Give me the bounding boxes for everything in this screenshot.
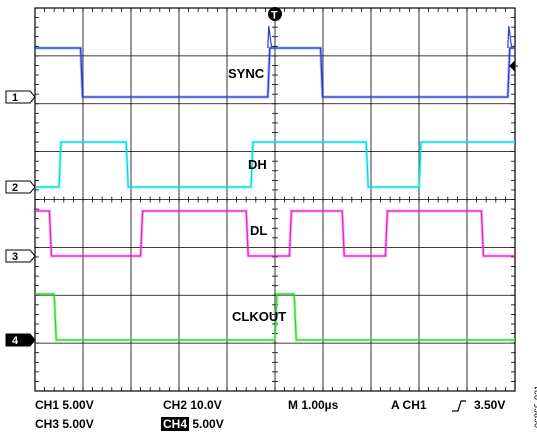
trigger-level-arrow [509, 59, 518, 73]
trace-spike [267, 25, 273, 49]
channel-marker-label: 4 [12, 335, 19, 347]
trace-label-dh: DH [248, 157, 267, 172]
channel-marker-label: 1 [12, 92, 18, 104]
trigger-level: 3.50V [474, 398, 506, 412]
channel-marker-3 [5, 249, 36, 263]
ch3-setting: CH3 5.00V [35, 417, 94, 431]
trace-dl [35, 210, 515, 257]
trace-label-dl: DL [250, 223, 267, 238]
trace-label-sync: SYNC [228, 66, 265, 81]
channel-marker-2 [5, 180, 36, 194]
trigger-source: A CH1 [391, 398, 427, 412]
ch4-setting: CH4 5.00V [161, 417, 224, 431]
timebase-setting: M 1.00µs [288, 398, 339, 412]
trace-spike [507, 25, 513, 49]
trigger-marker: T [268, 7, 282, 22]
trace-labels: SYNC DH DL CLKOUT [228, 66, 286, 324]
ch2-setting: CH2 10.0V [163, 398, 222, 412]
ch4-value: 5.00V [192, 417, 224, 431]
channel-marker-label: 3 [12, 251, 18, 263]
trace-sync [35, 47, 515, 98]
channel-markers: 1 2 3 4 [5, 90, 36, 347]
trigger-position-label: T [271, 10, 278, 22]
traces [35, 25, 515, 342]
figure-id: 06865-031 [533, 385, 537, 429]
trigger-position-icon [268, 7, 282, 21]
trace-label-clkout: CLKOUT [232, 309, 286, 324]
rising-edge-icon [452, 400, 466, 412]
grid [34, 7, 516, 392]
trace-dh [35, 141, 515, 188]
channel-marker-label: 2 [12, 182, 18, 194]
ch1-setting: CH1 5.00V [35, 398, 94, 412]
channel-marker-4 [5, 333, 36, 347]
channel-marker-1 [5, 90, 36, 104]
ch4-tag: CH4 [161, 417, 190, 431]
trace-clkout [35, 293, 515, 341]
